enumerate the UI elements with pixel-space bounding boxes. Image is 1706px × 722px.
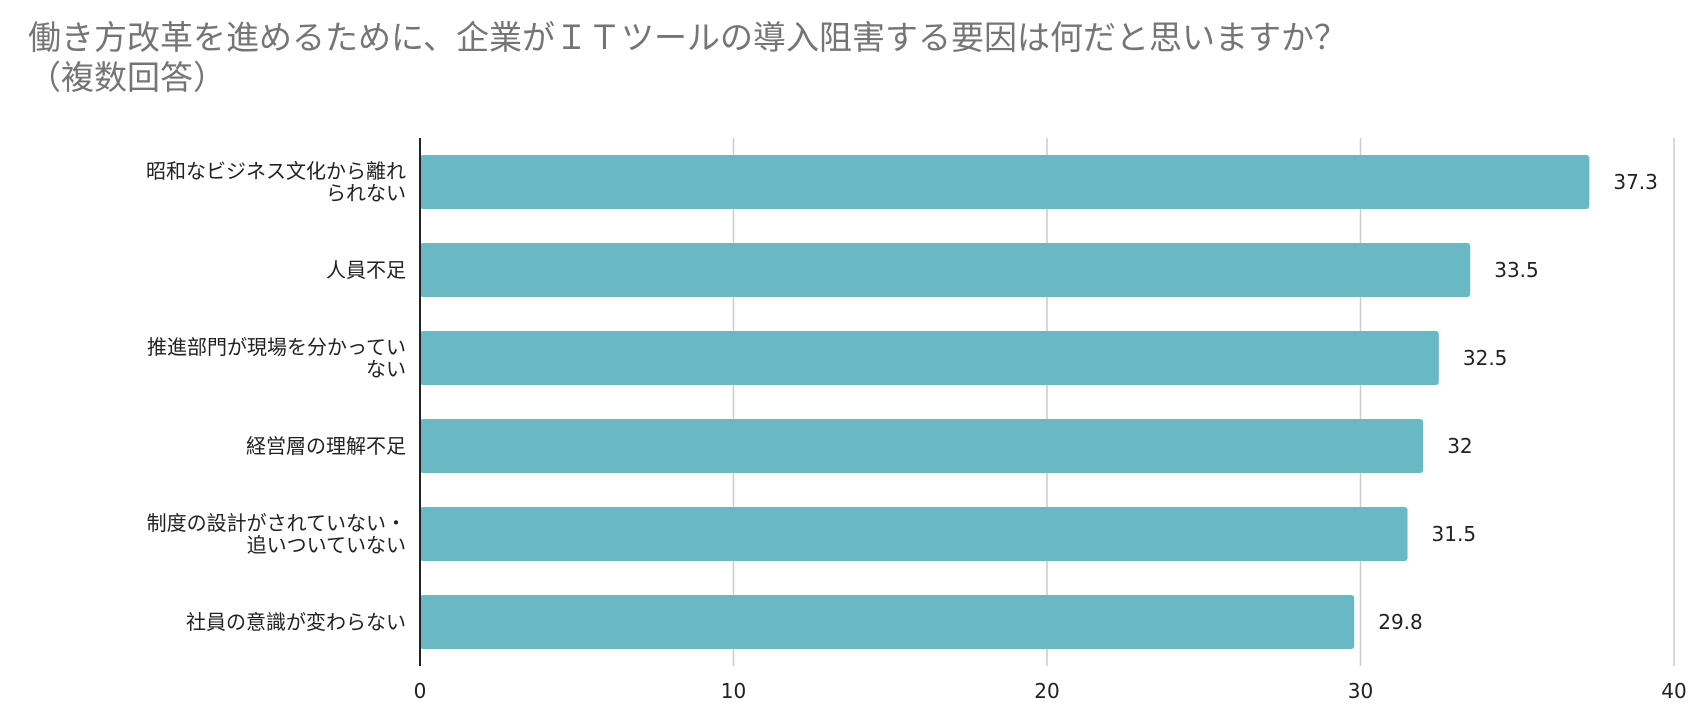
x-tick-label: 0 [414, 679, 427, 703]
x-tick-label: 10 [721, 679, 746, 703]
category-label: 社員の意識が変わらない [186, 610, 406, 634]
data-label: 29.8 [1378, 610, 1423, 634]
category-label: 経営層の理解不足 [246, 434, 406, 458]
labels: 0 10 20 30 40 昭和なビジネス文化から離れられない 37.3 人員不足 33.5 推進… [146, 159, 1687, 703]
category-label: 昭和なビジネス文化から離れられない [146, 159, 406, 205]
category-label: 制度の設計がされていない・追いついていない [147, 511, 406, 557]
bars [420, 155, 1590, 649]
bar [420, 155, 1590, 209]
x-tick-label: 40 [1661, 679, 1686, 703]
x-tick-label: 30 [1348, 679, 1373, 703]
data-label: 31.5 [1432, 522, 1477, 546]
bar [420, 595, 1355, 649]
bar [420, 419, 1424, 473]
chart-title: 働き方改革を進めるために、企業がＩＴツールの導入阻害する要因は何だと思いますか？… [28, 18, 1348, 97]
category-label: 推進部門が現場を分かっていない [147, 335, 406, 381]
data-label: 37.3 [1613, 170, 1658, 194]
bar [420, 243, 1471, 297]
data-label: 32.5 [1463, 346, 1508, 370]
data-label: 33.5 [1494, 258, 1539, 282]
gridlines [732, 138, 1675, 666]
category-label: 人員不足 [326, 258, 406, 282]
data-label: 32 [1447, 434, 1472, 458]
bar [420, 331, 1439, 385]
x-tick-label: 20 [1034, 679, 1059, 703]
bar [420, 507, 1408, 561]
